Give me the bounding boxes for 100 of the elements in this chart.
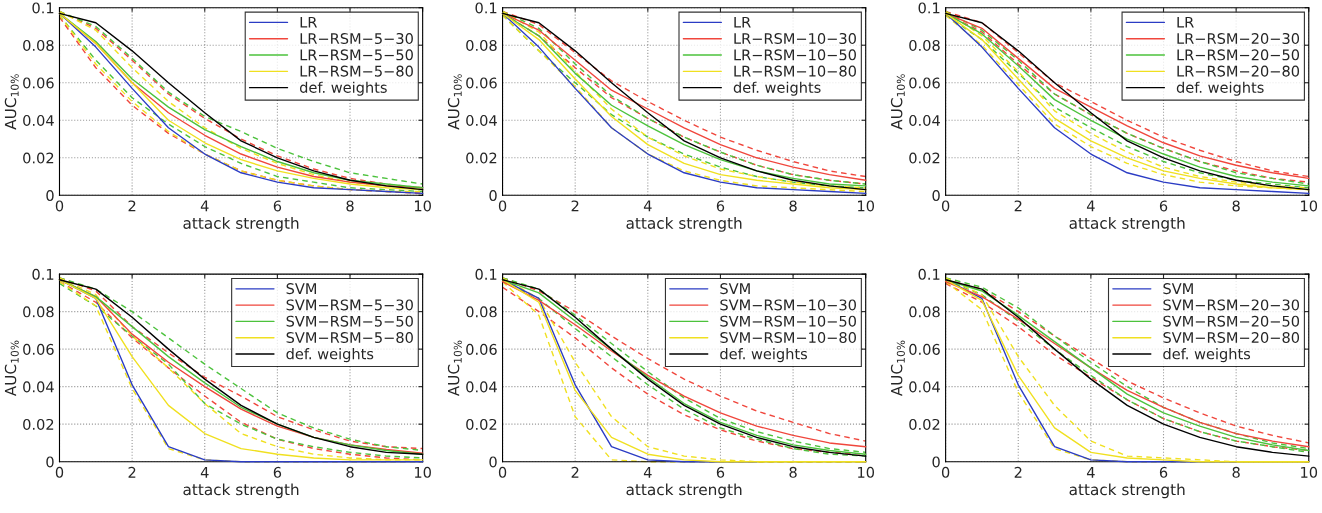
legend-label: def. weights	[720, 348, 808, 363]
x-tick-label: 2	[128, 466, 136, 478]
y-tick-label: 0.08	[466, 39, 497, 51]
y-axis-title: AUC$_{10%}$	[4, 340, 19, 397]
x-tick-label: 10	[858, 466, 875, 478]
legend-label: SVM	[286, 283, 317, 295]
y-tick-label: 0.1	[475, 268, 497, 280]
y-tick-label: 0	[932, 190, 940, 202]
legend-label: def. weights	[1176, 81, 1264, 96]
x-tick-label: 6	[1159, 200, 1168, 212]
y-axis-title: AUC$_{10%}$	[447, 74, 462, 130]
legend-label: LR−RSM−10−30	[734, 33, 856, 45]
y-axis-title: AUC$_{10%}$	[890, 340, 905, 397]
legend-label: def. weights	[286, 348, 374, 363]
x-tick-label: 4	[1086, 467, 1095, 478]
y-tick-label: 0.1	[32, 2, 54, 14]
x-tick-label: 0	[941, 466, 950, 478]
x-tick-label: 2	[571, 466, 579, 478]
y-tick-label: 0.08	[23, 39, 54, 51]
x-tick-label: 10	[414, 200, 431, 212]
y-tick-label: 0.04	[23, 381, 54, 393]
y-axis-title: AUC$_{10%}$	[4, 74, 19, 130]
legend-label: SVM−RSM−20−80	[1163, 332, 1300, 344]
legend-label: SVM−RSM−20−50	[1163, 315, 1300, 327]
y-tick-label: 0.06	[466, 77, 497, 89]
legend-label: LR−RSM−5−50	[300, 49, 413, 61]
x-tick-label: 10	[414, 466, 431, 478]
x-tick-label: 8	[789, 466, 797, 478]
legend-label: LR−RSM−5−80	[300, 65, 413, 77]
y-tick-label: 0.02	[23, 152, 54, 164]
y-tick-label: 0.06	[909, 343, 940, 355]
x-tick-label: 8	[346, 200, 354, 212]
x-tick-label: 2	[571, 200, 579, 212]
legend-label: def. weights	[1163, 348, 1251, 363]
x-tick-label: 0	[498, 466, 507, 478]
y-tick-label: 0.06	[23, 343, 54, 355]
legend-label: def. weights	[733, 81, 821, 96]
legend-label: LR−RSM−5−30	[300, 33, 413, 45]
y-tick-label: 0.1	[918, 268, 940, 280]
y-tick-label: 0.06	[909, 77, 940, 89]
x-tick-label: 10	[1301, 466, 1318, 478]
legend-label: LR−RSM−20−80	[1177, 65, 1300, 77]
y-tick-label: 0.06	[23, 77, 54, 89]
x-tick-label: 6	[273, 466, 282, 478]
x-tick-label: 6	[1159, 466, 1168, 478]
x-tick-label: 4	[200, 200, 209, 212]
legend-label: SVM−RSM−10−80	[720, 332, 856, 344]
legend-label: LR	[1177, 16, 1194, 28]
x-tick-label: 0	[498, 200, 507, 212]
x-tick-label: 4	[200, 467, 209, 478]
x-tick-label: 8	[1232, 200, 1240, 212]
legend-label: def. weights	[299, 81, 387, 96]
y-tick-label: 0.02	[909, 152, 940, 164]
y-tick-label: 0.04	[23, 114, 54, 127]
y-tick-label: 0.02	[23, 418, 54, 430]
y-tick-label: 0.04	[466, 114, 497, 127]
y-tick-label: 0	[489, 190, 497, 202]
y-tick-label: 0.08	[466, 306, 497, 318]
x-tick-label: 8	[346, 466, 354, 478]
x-axis-title: attack strength	[626, 483, 742, 499]
y-tick-label: 0	[489, 456, 497, 468]
x-tick-label: 6	[716, 466, 725, 478]
y-tick-label: 0.02	[909, 418, 940, 430]
legend-label: LR−RSM−20−30	[1177, 33, 1300, 45]
x-axis-title: attack strength	[183, 483, 299, 499]
x-axis-title: attack strength	[626, 217, 742, 232]
x-tick-label: 2	[128, 200, 136, 212]
legend-label: SVM−RSM−5−30	[286, 299, 413, 311]
y-tick-label: 0.02	[466, 418, 497, 430]
x-tick-label: 10	[858, 200, 875, 212]
y-tick-label: 0	[46, 456, 54, 468]
x-axis-title: attack strength	[1069, 483, 1185, 499]
legend-label: SVM−RSM−10−50	[720, 315, 856, 327]
y-tick-label: 0.04	[909, 114, 940, 127]
x-tick-label: 4	[643, 467, 652, 478]
x-tick-label: 4	[1086, 200, 1095, 212]
legend-label: SVM	[1163, 283, 1193, 295]
legend-label: LR	[300, 16, 318, 28]
x-tick-label: 6	[716, 200, 725, 212]
x-axis-title: attack strength	[1069, 217, 1185, 232]
y-tick-label: 0.08	[909, 39, 940, 51]
y-tick-label: 0.02	[466, 152, 497, 164]
x-tick-label: 4	[643, 200, 652, 212]
y-tick-label: 0.08	[23, 306, 54, 318]
y-axis-title: AUC$_{10%}$	[447, 340, 462, 397]
legend-label: SVM−RSM−5−50	[286, 315, 413, 327]
x-tick-label: 0	[55, 466, 64, 478]
x-tick-label: 8	[789, 200, 797, 212]
x-tick-label: 0	[55, 200, 64, 212]
x-tick-label: 2	[1014, 200, 1022, 212]
x-tick-label: 0	[941, 200, 950, 212]
y-tick-label: 0.04	[466, 381, 497, 393]
legend-label: LR−RSM−10−50	[734, 49, 856, 61]
y-tick-label: 0	[932, 456, 940, 468]
x-tick-label: 2	[1014, 466, 1022, 478]
legend-label: SVM−RSM−10−30	[720, 299, 856, 311]
x-tick-label: 10	[1301, 200, 1318, 212]
x-tick-label: 8	[1232, 466, 1240, 478]
y-tick-label: 0.1	[475, 2, 497, 14]
y-tick-label: 0.06	[466, 343, 497, 355]
